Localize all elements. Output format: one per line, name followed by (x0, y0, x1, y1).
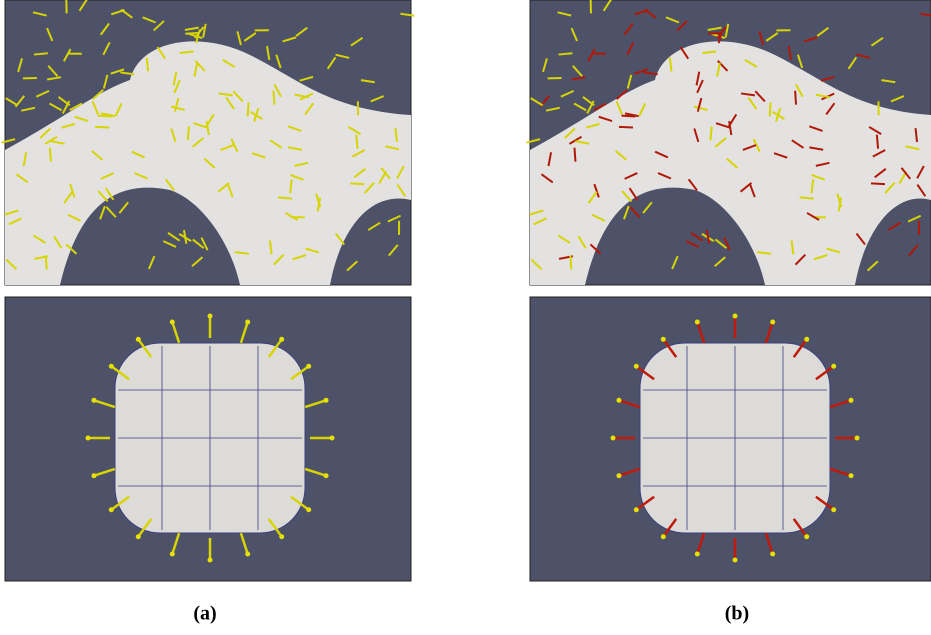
arrow-head (855, 436, 860, 441)
arrow-head (733, 314, 738, 319)
normal-arrow (34, 53, 48, 54)
normal-arrow (770, 102, 771, 116)
normal-arrow (574, 148, 575, 162)
arrow-head (849, 398, 854, 403)
normal-arrow (558, 53, 572, 54)
arrow-head (245, 319, 250, 324)
figure: (a) (b) (0, 0, 931, 635)
arrow-head (208, 558, 213, 563)
arrow-head (733, 558, 738, 563)
arrow-head (695, 552, 700, 557)
normal-arrow (619, 127, 633, 128)
normal-arrow (278, 197, 292, 198)
arrow-head (306, 507, 311, 512)
arrow-head (804, 534, 809, 539)
arrow-head (170, 552, 175, 557)
arrow-head (634, 364, 639, 369)
caption: (a) (193, 603, 216, 625)
arrow-head (306, 364, 311, 369)
normal-arrow (350, 183, 364, 184)
arrow-head (86, 436, 91, 441)
arrow-head (831, 507, 836, 512)
arrow-head (661, 534, 666, 539)
normal-arrow (248, 102, 249, 116)
arrow-head (831, 364, 836, 369)
arrow-head (279, 534, 284, 539)
arrow-head (91, 473, 96, 478)
arrow-head (616, 473, 621, 478)
arrow-head (330, 436, 335, 441)
arrow-head (170, 319, 175, 324)
normal-arrow (356, 135, 357, 149)
normal-arrow (274, 91, 275, 105)
arrow-head (849, 473, 854, 478)
arrow-head (109, 507, 114, 512)
normal-arrow (570, 255, 571, 269)
arrow-head (770, 319, 775, 324)
normal-arrow (95, 127, 109, 128)
arrow-head (695, 319, 700, 324)
arrow-head (616, 398, 621, 403)
arrow-head (208, 314, 213, 319)
normal-arrow (188, 126, 189, 140)
arrow-head (611, 436, 616, 441)
arrow-head (136, 534, 141, 539)
arrow-head (136, 337, 141, 342)
normal-arrow (710, 126, 711, 140)
arrow-head (324, 473, 329, 478)
arrow-head (91, 398, 96, 403)
arrow-head (661, 337, 666, 342)
arrow-head (109, 364, 114, 369)
caption: (b) (725, 603, 749, 625)
normal-arrow (871, 183, 885, 184)
normal-arrow (46, 255, 47, 269)
arrow-head (279, 337, 284, 342)
page: (a) (b) (() => { const data = JSON.parse… (0, 0, 931, 635)
normal-arrow (795, 91, 796, 105)
arrow-head (324, 398, 329, 403)
normal-arrow (877, 135, 878, 149)
normal-arrow (800, 197, 814, 198)
arrow-head (634, 507, 639, 512)
arrow-head (770, 552, 775, 557)
arrow-head (804, 337, 809, 342)
arrow-head (245, 552, 250, 557)
normal-arrow (50, 148, 51, 162)
